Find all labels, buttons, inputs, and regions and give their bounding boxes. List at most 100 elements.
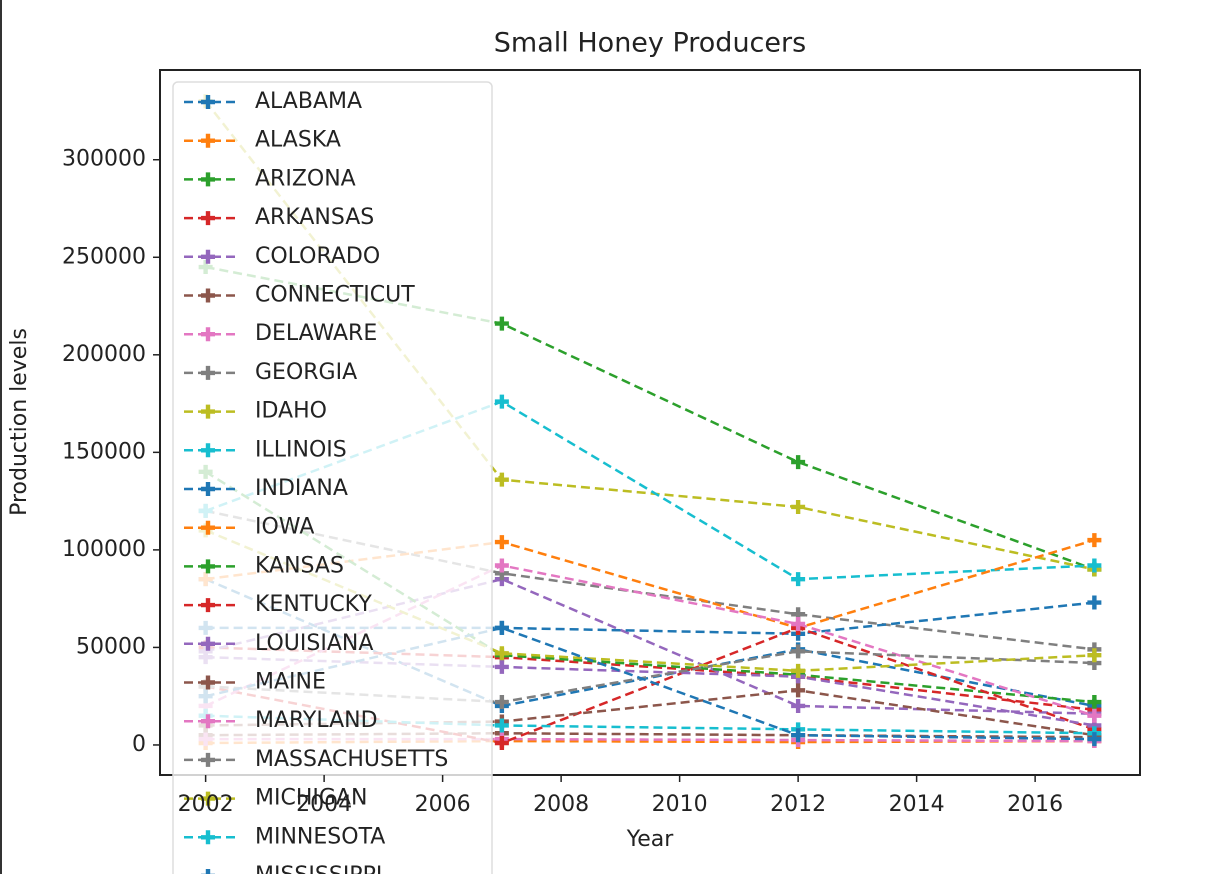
- point-marker: [494, 659, 509, 674]
- legend-label: GEORGIA: [255, 360, 357, 385]
- point-marker: [791, 663, 806, 678]
- series-line: [205, 538, 1095, 630]
- point-marker: [1087, 708, 1102, 723]
- point-marker: [494, 566, 509, 581]
- legend-label: MARYLAND: [255, 708, 378, 733]
- legend-box: [172, 81, 493, 874]
- legend-label: ARKANSAS: [255, 205, 374, 230]
- y-tick-label: 100000: [62, 537, 146, 562]
- legend-label: MASSACHUSETTS: [255, 747, 448, 772]
- legend-marker: [201, 404, 215, 419]
- point-marker: [791, 455, 806, 470]
- legend-label: ALASKA: [255, 128, 341, 153]
- axes-frame: [159, 69, 1141, 776]
- point-marker: [791, 698, 806, 713]
- legend-label: MISSISSIPPI: [255, 863, 382, 874]
- point-marker: [1087, 533, 1102, 548]
- legend-marker: [201, 172, 215, 187]
- legend-label: ARIZONA: [255, 166, 356, 191]
- point-marker: [1087, 648, 1102, 663]
- y-tick-label: 250000: [62, 244, 146, 269]
- legend-marker: [201, 133, 215, 148]
- point-marker: [494, 695, 509, 710]
- point-marker: [1087, 718, 1102, 733]
- series-line: [205, 564, 1095, 717]
- legend-marker: [201, 327, 215, 342]
- legend-marker: [201, 520, 215, 535]
- legend-marker: [201, 443, 215, 458]
- point-marker: [791, 572, 806, 587]
- legend-marker: [201, 249, 215, 264]
- legend-label: KANSAS: [255, 553, 344, 578]
- legend: ALABAMA ALASKA ARIZONA ARKANSAS COLORADO CONN…: [172, 81, 493, 874]
- legend-label: KENTUCKY: [255, 592, 372, 617]
- legend-marker: [201, 288, 215, 303]
- y-tick-label: 0: [132, 732, 146, 757]
- point-marker: [494, 718, 509, 733]
- y-tick-label: 150000: [62, 439, 146, 464]
- x-tick-label: 2004: [296, 792, 352, 817]
- point-marker: [494, 394, 509, 409]
- x-tick-label: 2008: [533, 792, 589, 817]
- point-marker: [1087, 558, 1102, 573]
- x-tick-label: 2016: [1007, 792, 1063, 817]
- series-line: [205, 626, 1095, 745]
- legend-label: MAINE: [255, 670, 326, 695]
- point-marker: [1087, 695, 1102, 710]
- legend-label: CONNECTICUT: [255, 283, 415, 308]
- point-marker: [791, 728, 806, 743]
- x-tick-label: 2010: [652, 792, 708, 817]
- x-tick-label: 2012: [770, 792, 826, 817]
- legend-marker: [201, 559, 215, 574]
- y-tick-label: 300000: [62, 147, 146, 172]
- legend-label: IOWA: [255, 515, 314, 540]
- legend-marker: [201, 211, 215, 226]
- point-marker: [791, 644, 806, 659]
- x-tick-label: 2002: [178, 792, 234, 817]
- y-tick-label: 50000: [76, 634, 146, 659]
- legend-label: COLORADO: [255, 244, 380, 269]
- x-axis-label: Year: [626, 827, 675, 852]
- point-marker: [791, 607, 806, 622]
- y-axis-label: Production levels: [7, 328, 32, 516]
- legend-marker: [201, 752, 215, 767]
- x-tick-label: 2006: [415, 792, 471, 817]
- legend-label: INDIANA: [255, 476, 348, 501]
- point-marker: [791, 683, 806, 698]
- legend-label: MICHIGAN: [255, 786, 367, 811]
- y-tick-label: 200000: [62, 342, 146, 367]
- legend-marker: [201, 675, 215, 690]
- legend-marker: [201, 365, 215, 380]
- legend-marker: [201, 869, 215, 874]
- point-marker: [1087, 732, 1102, 747]
- point-marker: [494, 558, 509, 573]
- legend-marker: [201, 598, 215, 613]
- legend-marker: [201, 791, 215, 806]
- point-marker: [791, 617, 806, 632]
- series-line: [205, 577, 1095, 715]
- legend-marker: [201, 714, 215, 729]
- point-marker: [494, 472, 509, 487]
- legend-marker: [201, 482, 215, 496]
- point-marker: [791, 499, 806, 514]
- point-marker: [494, 646, 509, 661]
- point-marker: [494, 620, 509, 635]
- legend-marker: [201, 636, 215, 651]
- point-marker: [1087, 656, 1102, 671]
- legend-label: IDAHO: [255, 399, 327, 424]
- point-marker: [494, 535, 509, 550]
- point-marker: [494, 736, 509, 751]
- chart-title: Small Honey Producers: [494, 28, 806, 59]
- point-marker: [1087, 595, 1102, 610]
- point-marker: [494, 316, 509, 331]
- legend-label: LOUISIANA: [255, 631, 373, 656]
- legend-label: ALABAMA: [255, 89, 362, 114]
- legend-marker: [201, 95, 215, 110]
- legend-label: ILLINOIS: [255, 437, 347, 462]
- legend-marker: [201, 830, 215, 845]
- legend-label: MINNESOTA: [255, 824, 385, 849]
- series-line: [205, 265, 1095, 571]
- legend-label: DELAWARE: [255, 321, 377, 346]
- x-tick-label: 2014: [889, 792, 945, 817]
